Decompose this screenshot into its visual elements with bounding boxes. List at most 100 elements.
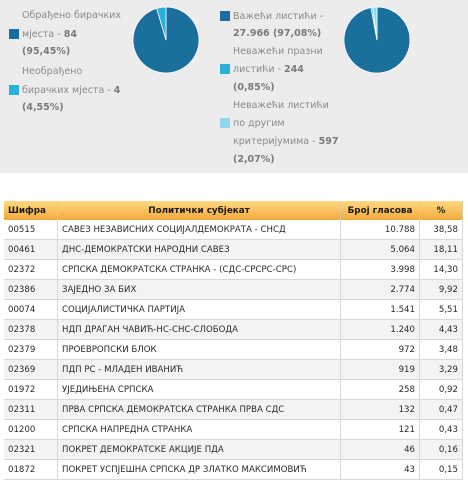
col-header-code: Шифра: [4, 201, 58, 220]
cell-party: ПРВА СРПСКА ДЕМОКРАТСКА СТРАНКА ПРВА СДС: [57, 399, 341, 420]
cell-percent: 9,92: [419, 279, 463, 300]
blank-label-2: листићи - 244: [233, 64, 304, 75]
cell-votes: 258: [340, 379, 420, 400]
cell-percent: 0,16: [419, 439, 463, 460]
cell-party: СРПСКА ДЕМОКРАТСКА СТРАНКА - (СДС-СРСРС-…: [57, 259, 341, 280]
table-row: 01200 СРПСКА НАПРЕДНА СТРАНКА 121 0,43: [4, 419, 463, 440]
pie-slice: [372, 6, 378, 41]
cell-code: 02386: [4, 279, 58, 300]
blank-label-1: Неважећи празни: [233, 46, 323, 57]
cell-percent: 5,51: [419, 299, 463, 320]
cell-percent: 18,11: [419, 239, 463, 260]
unprocessed-swatch: [9, 85, 19, 95]
cell-party: САВЕЗ НЕЗАВИСНИХ СОЦИЈАЛДЕМОКРАТА - СНСД: [57, 220, 341, 240]
unprocessed-label-2: бирачких мјеста - 4: [22, 85, 121, 96]
cell-code: 01872: [4, 459, 58, 480]
cell-votes: 2.774: [340, 279, 420, 300]
cell-party: ПДП РС - МЛАДЕН ИВАНИЋ: [57, 359, 341, 380]
col-header-percent: %: [419, 201, 463, 220]
table-row: 01872 ПОКРЕТ УСПЈЕШНА СРПСКА ДР ЗЛАТКО МА…: [4, 459, 463, 480]
cell-code: 02372: [4, 259, 58, 280]
cell-party: ДНС-ДЕМОКРАТСКИ НАРОДНИ САВЕЗ: [57, 239, 341, 260]
cell-party: ЗАЈЕДНО ЗА БИХ: [57, 279, 341, 300]
cell-party: ПОКРЕТ УСПЈЕШНА СРПСКА ДР ЗЛАТКО МАКСИМО…: [57, 459, 341, 480]
table-header-row: Шифра Политички субјекат Број гласова %: [4, 201, 463, 220]
cell-code: 02379: [4, 339, 58, 360]
processed-pie-chart: [132, 6, 200, 74]
processed-value: 84: [63, 29, 77, 40]
cell-votes: 919: [340, 359, 420, 380]
cell-percent: 14,30: [419, 259, 463, 280]
cell-code: 01972: [4, 379, 58, 400]
other-label-1: Неважећи листићи: [233, 100, 329, 111]
processed-label-2: мјеста - 84: [22, 29, 77, 40]
summary-panel: Обрађено бирачких мјеста - 84 (95,45%) Н…: [0, 0, 468, 173]
blank-pct: (0,85%): [233, 82, 275, 93]
valid-label: Важећи листићи -: [233, 11, 324, 22]
blank-value: 244: [284, 64, 304, 75]
valid-value: 27.966 (97,08%): [233, 28, 322, 39]
unprocessed-label-1: Необрађено: [22, 66, 83, 77]
cell-code: 00461: [4, 239, 58, 260]
cell-percent: 0,92: [419, 379, 463, 400]
table-row: 02369 ПДП РС - МЛАДЕН ИВАНИЋ 919 3,29: [4, 359, 463, 380]
ballots-pie-chart: [343, 6, 411, 74]
cell-votes: 46: [340, 439, 420, 460]
col-header-party: Политички субјекат: [57, 201, 341, 220]
cell-party: УЈЕДИЊЕНА СРПСКА: [57, 379, 341, 400]
other-pct: (2,07%): [233, 154, 275, 165]
cell-votes: 1.240: [340, 319, 420, 340]
cell-code: 00515: [4, 220, 58, 240]
cell-votes: 132: [340, 399, 420, 420]
cell-party: СОЦИЈАЛИСТИЧКА ПАРТИЈА: [57, 299, 341, 320]
unprocessed-value: 4: [113, 85, 121, 96]
blank-swatch: [220, 64, 230, 74]
unprocessed-pct: (4,55%): [22, 102, 64, 113]
processed-pct: (95,45%): [22, 46, 71, 57]
table-row: 02321 ПОКРЕТ ДЕМОКРАТСКЕ АКЦИЈЕ ПДА 46 0,16: [4, 439, 463, 460]
cell-code: 02311: [4, 399, 58, 420]
cell-votes: 3.998: [340, 259, 420, 280]
cell-percent: 38,58: [419, 220, 463, 240]
cell-votes: 1.541: [340, 299, 420, 320]
cell-party: ПРОЕВРОПСКИ БЛОК: [57, 339, 341, 360]
cell-party: СРПСКА НАПРЕДНА СТРАНКА: [57, 419, 341, 440]
table-row: 00074 СОЦИЈАЛИСТИЧКА ПАРТИЈА 1.541 5,51: [4, 299, 463, 320]
table-row: 00515 САВЕЗ НЕЗАВИСНИХ СОЦИЈАЛДЕМОКРАТА -…: [4, 220, 463, 240]
table-row: 01972 УЈЕДИЊЕНА СРПСКА 258 0,92: [4, 379, 463, 400]
pie-slice: [156, 6, 167, 41]
valid-swatch: [220, 11, 230, 21]
col-header-votes: Број гласова: [340, 201, 420, 220]
cell-votes: 5.064: [340, 239, 420, 260]
cell-code: 02321: [4, 439, 58, 460]
table-row: 02379 ПРОЕВРОПСКИ БЛОК 972 3,48: [4, 339, 463, 360]
cell-percent: 3,29: [419, 359, 463, 380]
table-row: 02378 НДП ДРАГАН ЧАВИЋ-НС-СНС-СЛОБОДА 1.24…: [4, 319, 463, 340]
table-row: 00461 ДНС-ДЕМОКРАТСКИ НАРОДНИ САВЕЗ 5.064 1…: [4, 239, 463, 260]
cell-code: 00074: [4, 299, 58, 320]
other-swatch: [220, 118, 230, 128]
table-row: 02311 ПРВА СРПСКА ДЕМОКРАТСКА СТРАНКА ПРВ…: [4, 399, 463, 420]
cell-votes: 121: [340, 419, 420, 440]
table-row: 02372 СРПСКА ДЕМОКРАТСКА СТРАНКА - (СДС-С…: [4, 259, 463, 280]
cell-votes: 972: [340, 339, 420, 360]
processed-label-1: Обрађено бирачких: [22, 10, 122, 21]
cell-percent: 0,43: [419, 419, 463, 440]
results-table: Шифра Политички субјекат Број гласова % …: [4, 201, 463, 480]
other-value: 597: [318, 136, 339, 147]
other-label-2: по другим: [233, 118, 285, 129]
cell-party: НДП ДРАГАН ЧАВИЋ-НС-СНС-СЛОБОДА: [57, 319, 341, 340]
processed-swatch: [9, 29, 19, 39]
cell-percent: 0,47: [419, 399, 463, 420]
cell-code: 02378: [4, 319, 58, 340]
table-row: 02386 ЗАЈЕДНО ЗА БИХ 2.774 9,92: [4, 279, 463, 300]
cell-percent: 3,48: [419, 339, 463, 360]
other-label-3: критеријумима - 597: [233, 136, 339, 147]
cell-votes: 10.788: [340, 220, 420, 240]
cell-code: 02369: [4, 359, 58, 380]
cell-code: 01200: [4, 419, 58, 440]
cell-votes: 43: [340, 459, 420, 480]
cell-percent: 4,43: [419, 319, 463, 340]
cell-percent: 0,15: [419, 459, 463, 480]
cell-party: ПОКРЕТ ДЕМОКРАТСКЕ АКЦИЈЕ ПДА: [57, 439, 341, 460]
